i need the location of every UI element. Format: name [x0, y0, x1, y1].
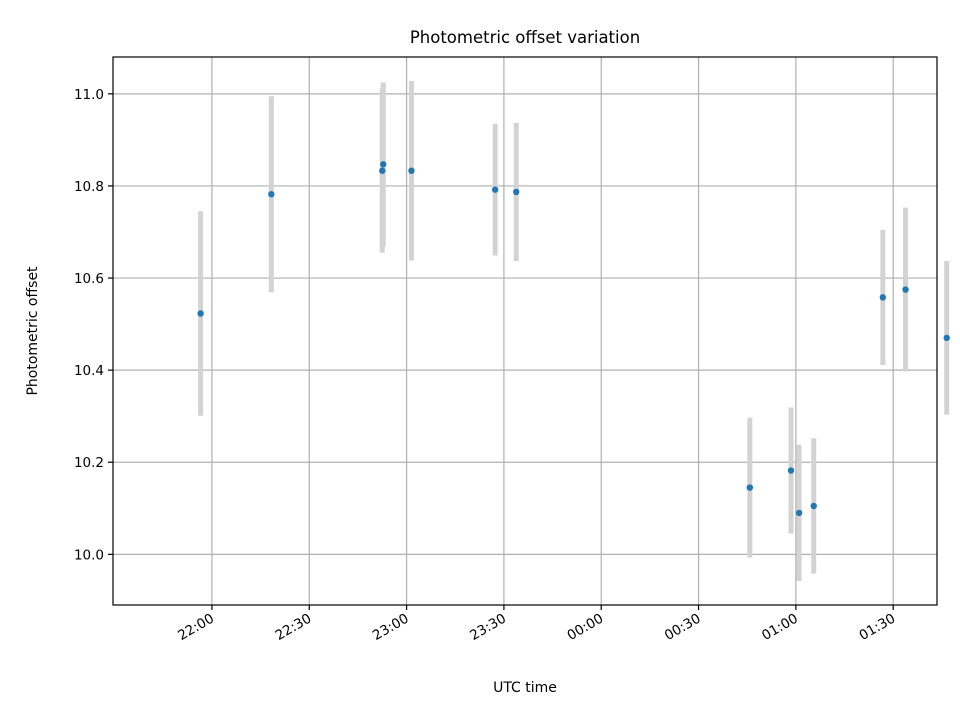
x-tick-label: 22:00	[175, 611, 217, 644]
y-tick-label: 10.0	[74, 547, 104, 563]
data-point	[943, 334, 950, 342]
data-point	[513, 188, 520, 196]
data-point	[491, 186, 499, 193]
grid	[113, 57, 937, 605]
data-point	[197, 310, 204, 317]
x-tick-label: 00:30	[662, 611, 704, 644]
data-point	[787, 467, 795, 474]
x-tick-label: 00:00	[565, 611, 607, 644]
data-point	[902, 286, 909, 293]
data-point	[795, 509, 803, 517]
y-tick-label: 10.4	[74, 363, 104, 379]
y-tick-label: 10.6	[74, 271, 104, 287]
x-axis-ticks: 22:00 22:30 23:00 23:30 00:00 00:30 01:00 01:30	[175, 605, 898, 644]
data-point	[746, 484, 754, 491]
y-tick-label: 10.8	[74, 179, 104, 195]
error-bars	[198, 80, 950, 582]
data-point	[810, 502, 817, 510]
y-tick-label: 10.2	[74, 455, 104, 471]
x-tick-label: 01:30	[857, 611, 899, 644]
data-point	[380, 161, 387, 168]
data-point	[408, 167, 415, 174]
plot-frame	[112, 56, 938, 606]
y-tick-label: 11.0	[74, 87, 104, 103]
x-axis-label: UTC time	[493, 680, 557, 696]
data-point	[268, 191, 275, 198]
data-point	[379, 167, 386, 174]
x-tick-label: 01:00	[759, 611, 801, 644]
data-points	[197, 161, 950, 517]
y-axis-label: Photometric offset	[25, 266, 41, 396]
data-point	[879, 294, 887, 301]
x-tick-label: 23:00	[370, 611, 412, 644]
x-tick-label: 23:30	[467, 611, 509, 644]
x-tick-label: 22:30	[273, 611, 315, 644]
chart-title: Photometric offset variation	[410, 28, 640, 47]
y-axis-ticks: 10.0 10.2 10.4 10.6 10.8 11.0	[74, 87, 113, 563]
